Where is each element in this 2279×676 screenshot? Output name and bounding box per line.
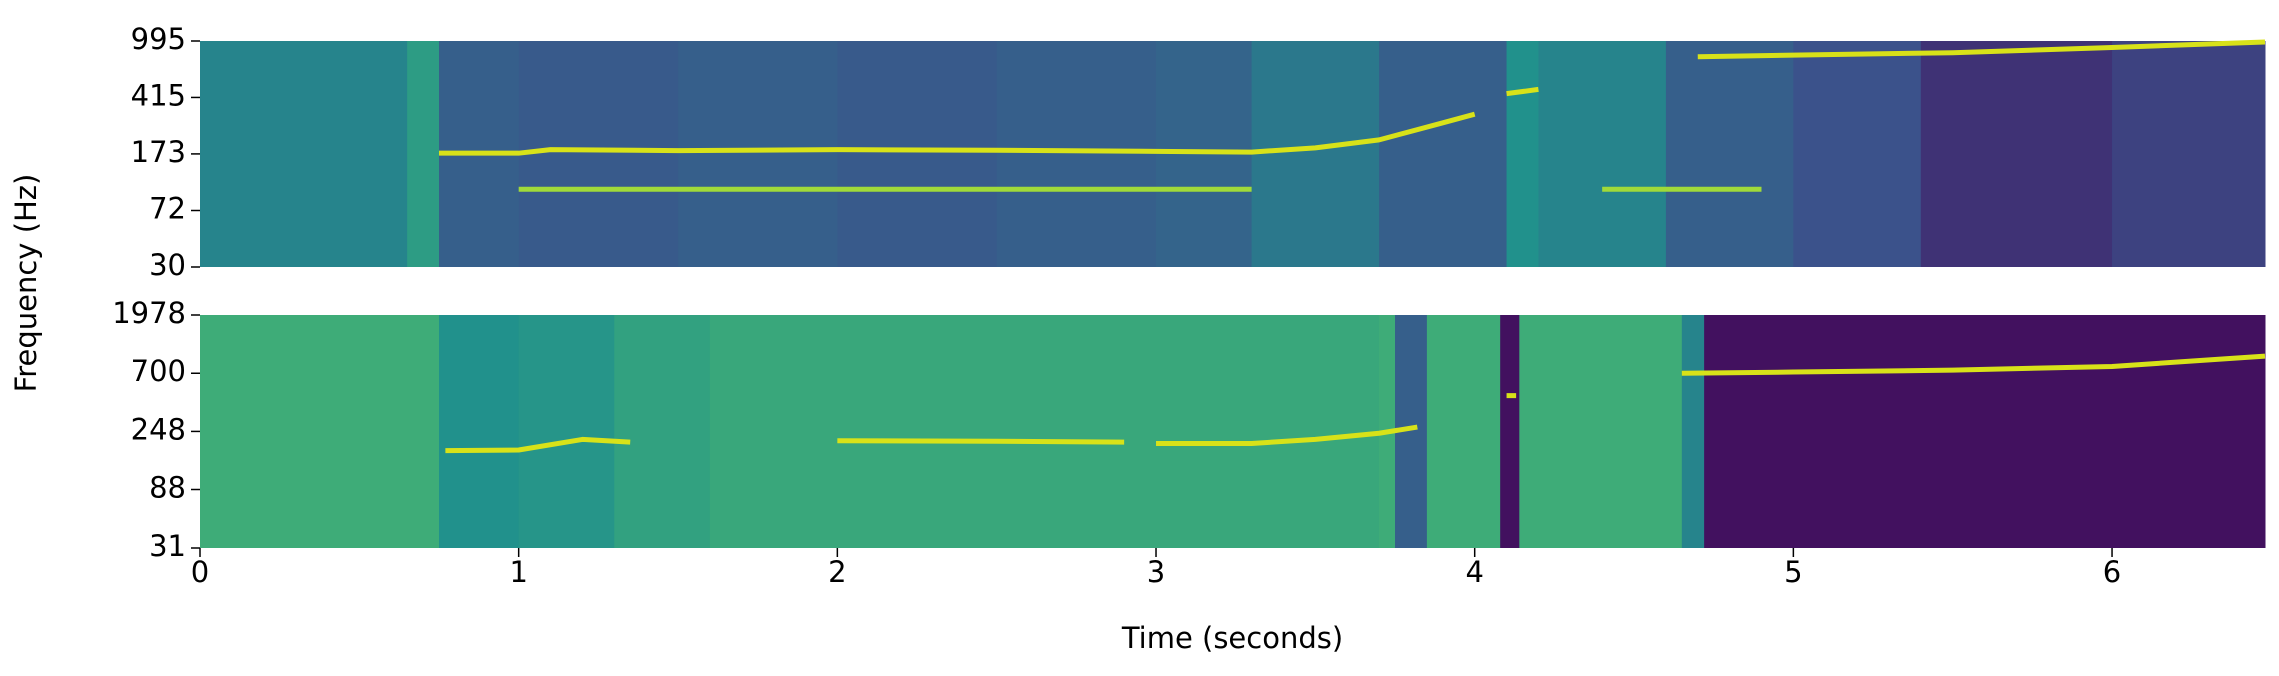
x-axis-label: Time (seconds)	[1121, 621, 1343, 655]
heatmap-cell	[2112, 41, 2266, 267]
heatmap-cell	[518, 315, 615, 548]
y-tick-label: 1978	[112, 296, 186, 330]
x-tick-label: 0	[191, 555, 209, 589]
heatmap-cell	[407, 41, 440, 267]
x-tick-label: 5	[1784, 555, 1802, 589]
x-tick-label: 2	[828, 555, 846, 589]
heatmap-cell	[439, 315, 520, 548]
x-tick-label: 1	[509, 555, 527, 589]
y-tick-label: 88	[149, 471, 186, 505]
y-tick-label: 173	[131, 135, 186, 169]
heatmap-cell	[200, 315, 440, 548]
y-tick-label: 72	[149, 191, 186, 225]
heatmap-cell	[996, 41, 1157, 267]
y-tick-label: 248	[131, 412, 186, 446]
x-tick-label: 3	[1147, 555, 1165, 589]
y-tick-label: 995	[131, 22, 186, 56]
contour-line	[439, 39, 2266, 156]
heatmap-cell	[1519, 315, 1683, 548]
y-tick-label: 415	[131, 78, 186, 112]
y-tick-label: 31	[149, 529, 186, 563]
heatmap-cell	[1500, 315, 1520, 548]
heatmap-cell	[200, 41, 408, 267]
x-tick-label: 4	[1465, 555, 1483, 589]
heatmap-cell	[1681, 315, 1705, 548]
y-tick-label: 30	[149, 248, 186, 282]
y-tick-label: 700	[131, 354, 186, 388]
heatmap-cell	[709, 315, 1380, 548]
heatmap-cell	[1920, 41, 2113, 267]
heatmap-cell	[1665, 41, 1794, 267]
heatmap-cell	[837, 41, 998, 267]
heatmap-cell	[678, 41, 838, 267]
x-tick-label: 6	[2103, 555, 2121, 589]
heatmap-cell	[1426, 315, 1501, 548]
heatmap-cell	[614, 315, 711, 548]
heatmap-cell	[1704, 315, 2266, 548]
heatmap-cell	[1379, 41, 1508, 267]
heatmap-cell	[518, 41, 679, 267]
y-axis-label: Frequency (Hz)	[9, 174, 43, 393]
heatmap-cell	[1793, 41, 1922, 267]
heatmap-cell	[1538, 41, 1667, 267]
heatmap-cell	[1251, 41, 1380, 267]
contour-line	[445, 353, 2266, 454]
heatmap-cell	[1506, 41, 1539, 267]
